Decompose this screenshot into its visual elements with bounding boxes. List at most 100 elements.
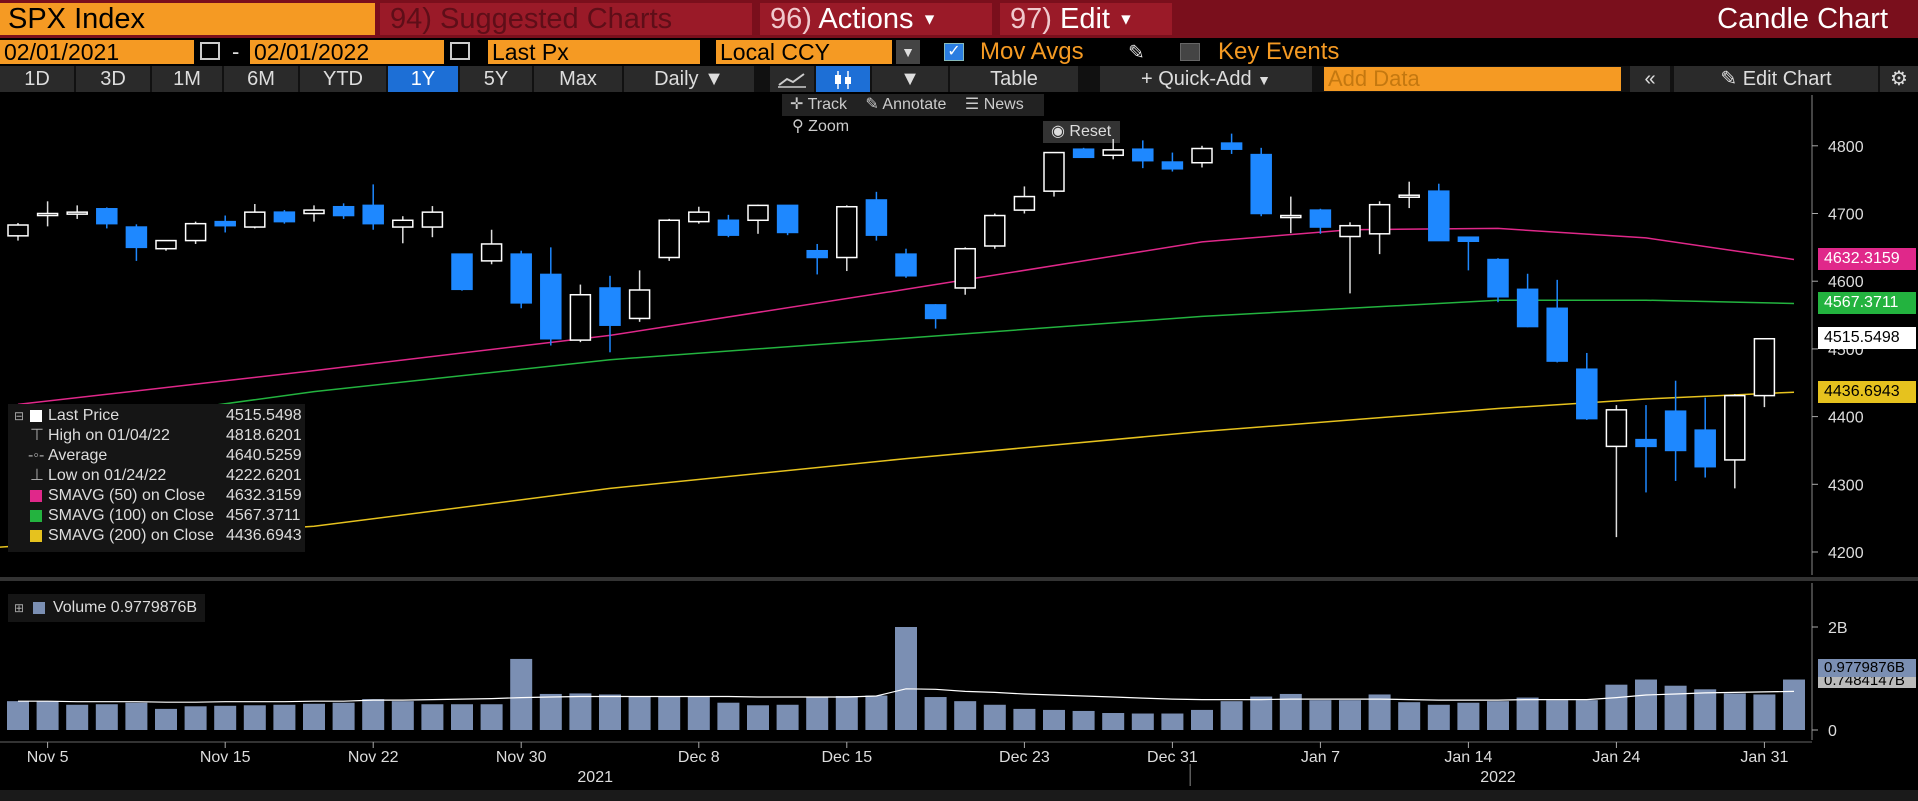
legend-high-label: High on 01/04/22 [48, 427, 170, 444]
status-bar [0, 790, 1918, 801]
volume-bar [1664, 685, 1687, 730]
candle-chart-icon[interactable] [816, 66, 870, 92]
range-button-1d[interactable]: 1D [0, 66, 74, 92]
volume-bar [1279, 693, 1302, 730]
range-button-3d[interactable]: 3D [76, 66, 150, 92]
range-button-5y[interactable]: 5Y [460, 66, 532, 92]
quick-add-button[interactable]: + Quick-Add ▼ [1100, 66, 1312, 92]
legend-average-label: Average [48, 447, 108, 464]
candle-body [1191, 147, 1213, 164]
collapse-icon[interactable]: ⊟ [14, 409, 25, 423]
volume-bar [1131, 713, 1154, 730]
candle-body [1161, 161, 1184, 170]
expand-icon[interactable]: ⊞ [14, 601, 25, 615]
annotate-icon: ✎ [865, 96, 879, 113]
calendar-icon[interactable] [200, 42, 220, 60]
chevron-down-icon[interactable]: ▼ [896, 40, 920, 64]
end-date-field[interactable]: 02/01/2022 [250, 40, 444, 64]
candle-body [540, 273, 562, 340]
suggested-charts-menu[interactable]: 94) Suggested Charts [380, 3, 752, 35]
price-tick-label: 4300 [1828, 477, 1864, 494]
candle-body [362, 204, 384, 225]
gear-icon[interactable]: ⚙ [1880, 66, 1918, 92]
candle [421, 206, 444, 238]
price-field-select[interactable]: Last Px [488, 40, 700, 64]
legend-sma100-label: SMAVG (100) on Close [48, 507, 214, 524]
currency-select[interactable]: Local CCY [716, 40, 892, 64]
news-tool[interactable]: News [983, 96, 1024, 113]
volume-bar [1220, 701, 1243, 730]
mov-avgs-label: Mov Avgs [980, 38, 1084, 65]
track-tool[interactable]: Track [807, 96, 847, 113]
volume-bar [717, 702, 740, 730]
candle-body [510, 253, 532, 304]
key-events-checkbox[interactable] [1180, 43, 1200, 61]
mov-avgs-checkbox[interactable]: ✓ [944, 43, 964, 61]
sma200-swatch [30, 530, 42, 542]
security-ticker-field[interactable]: SPX Index [0, 3, 375, 35]
add-data-input[interactable]: Add Data [1324, 67, 1621, 91]
candle [392, 216, 414, 244]
year-label: 2021 [577, 769, 613, 786]
chart-style-dropdown[interactable]: ▼ [872, 66, 948, 92]
pencil-icon[interactable]: ✎ [1128, 42, 1145, 64]
volume-bar [954, 701, 977, 730]
volume-bar [1575, 700, 1598, 730]
candle [658, 218, 680, 261]
volume-bar [421, 704, 444, 730]
volume-bar [806, 697, 829, 730]
pencil-icon: ✎ [1720, 68, 1738, 90]
volume-legend-label: Volume [52, 599, 107, 616]
collapse-button[interactable]: « [1630, 66, 1670, 92]
edit-menu-number: 97) [1010, 3, 1052, 35]
range-button-1m[interactable]: 1M [152, 66, 222, 92]
sma200-price-label: 4436.6943 [1818, 381, 1916, 403]
range-button-max[interactable]: Max [534, 66, 622, 92]
reset-zoom-button[interactable]: ◉ Reset [1043, 121, 1120, 143]
sma50-price-label: 4632.3159 [1818, 248, 1916, 270]
volume-bar [1635, 679, 1657, 730]
volume-bar [569, 693, 592, 730]
volume-bar [1783, 679, 1805, 730]
volume-bar [95, 704, 118, 730]
high-marker-icon: ⊤ [30, 427, 44, 444]
line-chart-icon[interactable] [770, 66, 814, 92]
edit-chart-button[interactable]: ✎ Edit Chart [1674, 66, 1878, 92]
candle-body [303, 209, 325, 215]
range-button-ytd[interactable]: YTD [300, 66, 386, 92]
range-button-1y[interactable]: 1Y [388, 66, 458, 92]
candle-body [1428, 190, 1450, 242]
volume-bar [1546, 700, 1569, 730]
candle-body [1250, 153, 1272, 215]
zoom-tool[interactable]: Zoom [808, 118, 850, 135]
table-button[interactable]: Table [950, 66, 1078, 92]
actions-menu[interactable]: 96) Actions ▼ [760, 3, 992, 35]
volume-bar [924, 697, 947, 730]
price-tick-label: 4200 [1828, 545, 1864, 562]
price-tick-label: 4700 [1828, 207, 1864, 224]
volume-bar [243, 705, 266, 730]
edit-menu-label: Edit [1059, 3, 1110, 35]
last-price-swatch [30, 410, 42, 422]
x-tick-label: Dec 15 [821, 749, 872, 766]
candle-body [717, 219, 740, 236]
edit-menu[interactable]: 97) Edit ▼ [1000, 3, 1172, 35]
candle-body [273, 211, 296, 223]
sma100-swatch [30, 510, 42, 522]
candle [599, 275, 621, 353]
line-chart-glyph [778, 72, 806, 88]
volume-bar [1753, 694, 1776, 730]
legend-last-price-value: 4515.5498 [226, 407, 302, 424]
pane-divider[interactable] [0, 577, 1918, 581]
annotate-tool[interactable]: Annotate [882, 96, 947, 113]
suggested-charts-label: Suggested Charts [439, 3, 673, 35]
start-date-field[interactable]: 02/01/2021 [0, 40, 194, 64]
calendar-icon[interactable] [450, 42, 470, 60]
range-button-6m[interactable]: 6M [224, 66, 298, 92]
candle [1694, 397, 1716, 478]
volume-swatch [32, 601, 45, 614]
period-select[interactable]: Daily ▼ [624, 66, 754, 92]
x-tick-label: Jan 7 [1301, 749, 1340, 766]
volume-bar [895, 627, 917, 730]
volume-bar [451, 704, 473, 730]
